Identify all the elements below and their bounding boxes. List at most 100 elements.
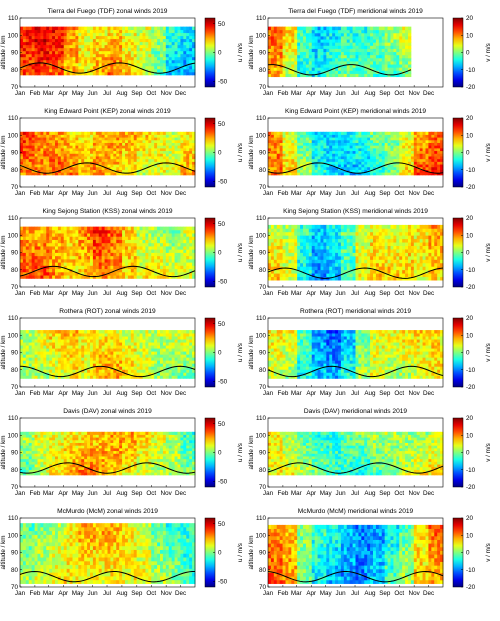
heat-cell [125,153,128,156]
heat-cell [75,233,78,237]
heat-cell [157,135,160,138]
heat-cell [434,151,437,154]
heat-cell [154,33,157,36]
heat-cell [288,39,291,43]
heat-cell [90,253,93,257]
heat-cell [335,159,338,162]
heat-cell [347,164,350,167]
heat-cell [373,36,376,40]
y-tick-label: 100 [7,32,18,39]
heat-cell [122,48,125,51]
heat-cell [157,265,160,269]
heat-cell [61,137,64,140]
heat-cell [361,33,364,37]
heat-cell [73,140,76,143]
heat-cell [102,172,105,175]
heat-cell [388,156,391,159]
heat-cell [75,135,78,138]
heat-cell [67,145,70,148]
heat-cell [122,143,125,146]
heat-cell [399,132,402,135]
heat-cell [396,140,399,143]
heat-cell [180,60,183,63]
heat-cell [67,256,70,260]
heat-cell [280,30,283,34]
heat-cell [186,269,189,273]
heat-cell [26,265,29,269]
heat-cell [353,170,356,173]
heat-cell [183,60,186,63]
heat-cell [271,256,274,260]
heat-cell [137,236,140,240]
heat-cell [93,137,96,140]
heat-cell [105,170,108,173]
heat-cell [143,269,146,273]
heat-cell [417,151,420,154]
heat-cell [26,259,29,263]
heat-cell [341,148,344,151]
heat-cell [67,66,70,69]
heat-cell [364,151,367,154]
x-tick-label: Aug [116,190,128,197]
heat-cell [148,60,151,63]
heat-cell [32,27,35,30]
heat-cell [332,30,335,34]
heat-cell [175,72,178,75]
heat-cell [84,256,87,260]
heat-cell [382,33,385,37]
heat-cell [90,66,93,69]
heat-cell [58,272,61,276]
heat-cell [172,137,175,140]
heat-cell [347,148,350,151]
heat-cell [420,161,423,164]
heat-cell [286,156,289,159]
heat-cell [46,167,49,170]
heat-cell [93,57,96,60]
heat-cell [172,132,175,135]
heat-cell [105,148,108,151]
heat-cell [169,39,172,42]
heat-cell [38,153,41,156]
heat-cell [67,45,70,48]
heat-cell [408,172,411,175]
heat-cell [178,230,181,234]
heat-cell [396,167,399,170]
heat-cell [84,227,87,231]
heat-cell [370,39,373,43]
heat-cell [180,132,183,135]
heat-cell [23,151,26,154]
heat-cell [116,164,119,167]
heat-cell [90,48,93,51]
heat-cell [35,227,38,231]
heat-cell [81,262,84,266]
heat-cell [43,233,46,237]
heat-cell [382,61,385,65]
heat-cell [96,63,99,66]
heat-cell [172,72,175,75]
heat-cell [73,63,76,66]
heat-cell [323,58,326,62]
heat-cell [402,45,405,49]
heat-cell [271,228,274,232]
heat-cell [84,172,87,175]
heat-cell [32,233,35,237]
heat-cell [116,42,119,45]
heat-cell [370,55,373,59]
heat-cell [125,227,128,231]
heat-cell [163,227,166,231]
heat-cell [84,167,87,170]
heat-cell [131,151,134,154]
heat-cell [99,243,102,247]
heat-cell [137,54,140,57]
heat-cell [329,58,332,62]
heat-cell [38,253,41,257]
heat-cell [26,269,29,273]
heat-cell [274,42,277,46]
heat-cell [61,272,64,276]
heat-cell [81,230,84,234]
heat-cell [113,265,116,269]
heat-cell [166,233,169,237]
heat-cell [312,172,315,175]
heat-cell [23,259,26,263]
heat-cell [70,167,73,170]
